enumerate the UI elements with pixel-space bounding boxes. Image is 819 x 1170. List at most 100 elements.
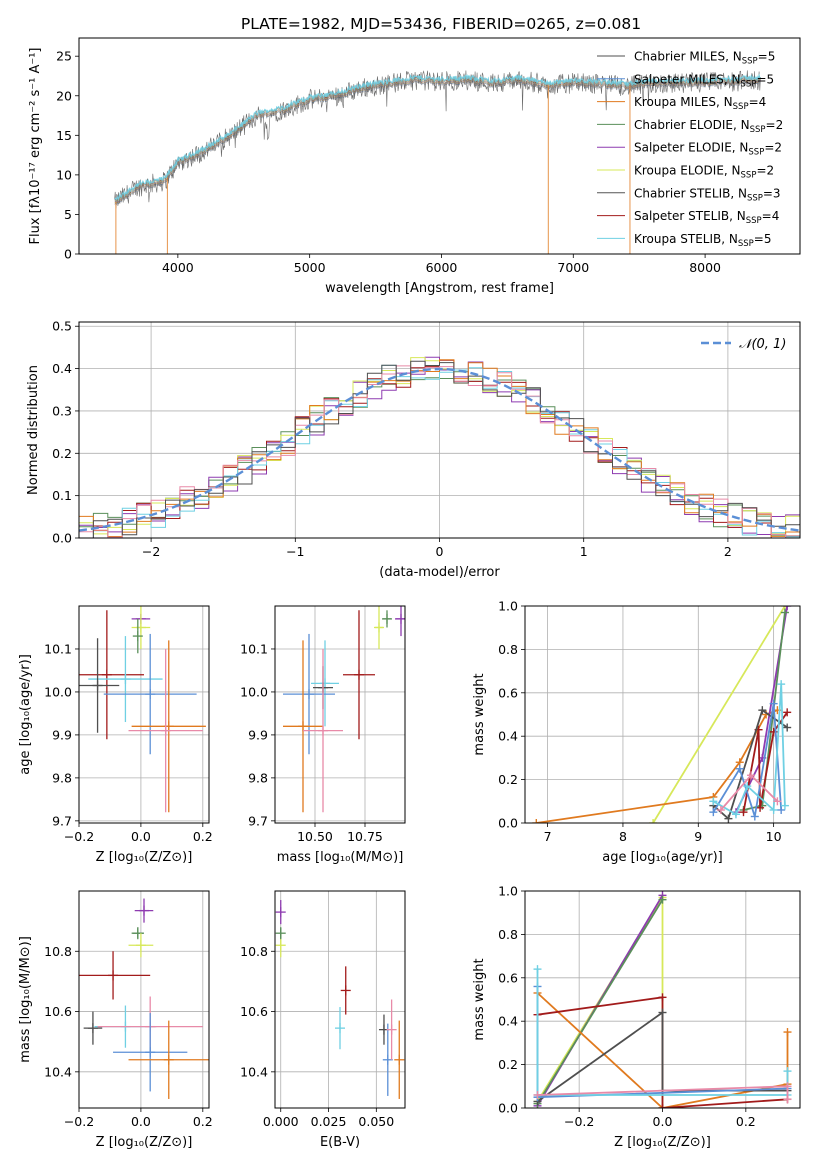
- weight-series-line: [712, 684, 786, 816]
- x-tick-label: 0.0: [131, 829, 151, 844]
- errorbar-point: [79, 638, 120, 733]
- y-tick-label: 9.8: [248, 770, 268, 785]
- y-tick-label: 0.2: [498, 1057, 518, 1072]
- errorbar-point: [311, 640, 339, 727]
- x-tick-label: −2: [142, 544, 160, 559]
- weight-point: [658, 993, 667, 1002]
- legend-entry: Kroupa STELIB, NSSP=5: [634, 232, 772, 249]
- x-tick-label: 0.0: [131, 1114, 151, 1129]
- y-tick-label: 0.3: [52, 403, 72, 418]
- weight-vs-Z-ylabel: mass weight: [472, 958, 487, 1040]
- weight-point: [783, 1095, 792, 1104]
- age-vs-Z-xlabel: Z [log₁₀(Z/Z⊙)]: [96, 850, 193, 865]
- errorbar-point: [303, 648, 343, 813]
- age-vs-mass-plot-area: [283, 606, 405, 813]
- weight-point: [783, 1082, 792, 1091]
- mass-vs-Z-xlabel: Z [log₁₀(Z/Z⊙)]: [96, 1135, 193, 1150]
- x-tick-label: 10.50: [297, 829, 333, 844]
- errorbar-point: [283, 640, 323, 813]
- weight-point: [709, 808, 718, 817]
- weight-point: [780, 608, 789, 617]
- residual-histogram: [79, 360, 800, 538]
- weight-point: [777, 805, 786, 814]
- x-tick-label: 5000: [294, 260, 326, 275]
- legend-entry: Kroupa ELODIE, NSSP=2: [634, 164, 774, 181]
- legend-entry: 𝒩(0, 1): [739, 337, 786, 352]
- weight-vs-Z-axes: −0.2 0.0 0.2 0.0 0.2 0.4 0.6 0.8 1.0 Z [log₁₀(Z/Z…: [472, 884, 800, 1150]
- age-vs-Z-ylabel: age [log₁₀(age/yr)]: [18, 654, 33, 775]
- x-tick-label: −0.2: [64, 1114, 94, 1129]
- mass-vs-ebv-axes: 0.000 0.025 0.050 10.4 10.6 10.8 E(B-V): [240, 891, 405, 1150]
- weight-point: [783, 1067, 792, 1076]
- weight-point: [783, 723, 792, 732]
- age-vs-Z-plot-area: [79, 606, 206, 813]
- x-tick-label: 0.025: [311, 1114, 347, 1129]
- gaussian-curve: [79, 367, 800, 532]
- y-tick-label: 9.7: [248, 813, 268, 828]
- x-tick-label: 0.0: [653, 1114, 673, 1129]
- x-tick-label: 9: [694, 829, 702, 844]
- y-tick-label: 9.9: [248, 727, 268, 742]
- weight-point: [731, 810, 740, 819]
- legend-entry: Kroupa MILES, NSSP=4: [634, 95, 766, 112]
- errorbar-point: [132, 618, 143, 654]
- x-tick-label: 0.2: [193, 829, 213, 844]
- residuals-ylabel: Normed distribution: [26, 365, 41, 495]
- y-tick-label: 0.8: [498, 927, 518, 942]
- y-tick-label: 10.8: [240, 944, 268, 959]
- x-tick-label: 8000: [689, 260, 721, 275]
- y-tick-label: 15: [56, 128, 72, 143]
- errorbar-point: [128, 1020, 209, 1099]
- x-tick-label: 0.000: [263, 1114, 299, 1129]
- weight-vs-age-axes: 7 8 9 10 0.0 0.2 0.4 0.6 0.8 1.0 age [log₁₀(age/yr…: [472, 599, 800, 865]
- weight-point: [716, 805, 725, 814]
- weight-point: [739, 808, 748, 817]
- y-tick-label: 10.6: [44, 1004, 72, 1019]
- y-tick-label: 0: [64, 247, 72, 262]
- y-tick-label: 0.0: [52, 531, 72, 546]
- y-tick-label: 1.0: [498, 884, 518, 899]
- y-tick-label: 0.5: [52, 319, 72, 334]
- weight-point: [709, 797, 718, 806]
- x-tick-label: 0.050: [358, 1114, 394, 1129]
- errorbar-point: [134, 898, 154, 923]
- y-tick-label: 25: [56, 49, 72, 64]
- weight-point: [533, 965, 542, 974]
- errorbar-point: [79, 610, 144, 740]
- weight-point: [777, 680, 786, 689]
- errorbar-point: [275, 927, 286, 940]
- weight-point: [735, 764, 744, 773]
- weight-vs-age-xlabel: age [log₁₀(age/yr)]: [602, 850, 723, 865]
- x-tick-label: 0.2: [736, 1114, 756, 1129]
- spectrum-frame: [78, 37, 801, 255]
- mass-vs-ebv-frame: [274, 890, 406, 1109]
- errorbar-point: [340, 966, 351, 1015]
- y-tick-label: 10.4: [240, 1064, 268, 1079]
- residuals-plot-area: [79, 356, 800, 538]
- weight-series-line: [536, 899, 664, 1105]
- weight-point: [747, 771, 756, 780]
- weight-point: [783, 708, 792, 717]
- mass-vs-Z-frame: [78, 890, 210, 1109]
- errorbar-point: [131, 927, 144, 940]
- errorbar-point: [103, 633, 197, 755]
- y-tick-label: 9.7: [52, 813, 72, 828]
- y-tick-label: 10.4: [44, 1064, 72, 1079]
- mass-vs-ebv-plot-area: [275, 900, 405, 1099]
- age-vs-Z-frame: [78, 605, 210, 824]
- y-tick-label: 0.2: [498, 772, 518, 787]
- weight-point: [658, 1104, 667, 1108]
- errorbar-point: [83, 1011, 103, 1045]
- errorbar-point: [128, 933, 154, 958]
- spectrum-plot-area: [114, 70, 761, 254]
- x-tick-label: 10: [766, 829, 782, 844]
- x-tick-label: 7000: [557, 260, 589, 275]
- y-tick-label: 0.2: [52, 446, 72, 461]
- mass-vs-ebv-xlabel: E(B-V): [320, 1135, 360, 1150]
- weight-point: [780, 801, 789, 810]
- weight-vs-Z-frame: [524, 890, 801, 1109]
- spectrum-data-line: [114, 70, 761, 209]
- residuals-frame: [78, 321, 801, 539]
- x-tick-label: −0.2: [564, 1114, 594, 1129]
